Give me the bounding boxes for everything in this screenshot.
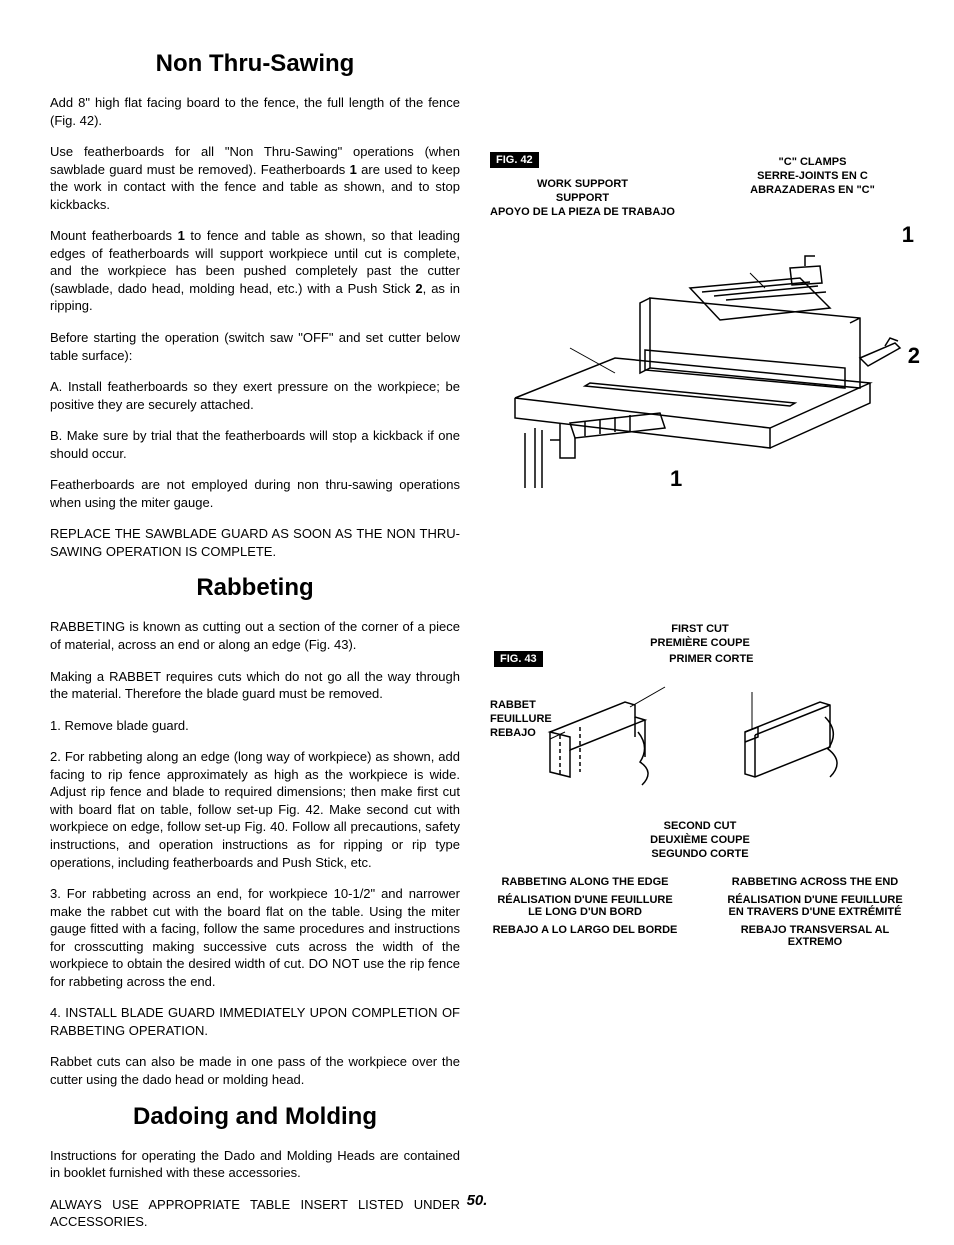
figure-43: FIRST CUT PREMIÈRE COUPE FIG. 43 PRIMER …: [490, 623, 910, 950]
caption: RABBETING ALONG THE EDGE: [490, 876, 680, 888]
fig43-top-labels: FIRST CUT PREMIÈRE COUPE FIG. 43 PRIMER …: [490, 623, 910, 667]
bold-num: 1: [350, 162, 357, 177]
para: RABBETING is known as cutting out a sect…: [50, 618, 460, 653]
caption: SEGUNDO CORTE: [490, 848, 910, 860]
caption: ABRAZADERAS EN "C": [715, 184, 910, 196]
heading-dadoing: Dadoing and Molding: [50, 1103, 460, 1131]
heading-non-thru-sawing: Non Thru-Sawing: [50, 50, 460, 78]
para: 1. Remove blade guard.: [50, 717, 460, 735]
caption: SERRE-JOINTS EN C: [715, 170, 910, 182]
caption: PREMIÈRE COUPE: [490, 637, 910, 649]
caption: APOYO DE LA PIEZA DE TRABAJO: [490, 206, 675, 218]
para: Rabbet cuts can also be made in one pass…: [50, 1053, 460, 1088]
fig42-svg: [490, 228, 910, 498]
fig43-end-captions: RABBETING ACROSS THE END RÉALISATION D'U…: [720, 874, 910, 950]
caption: RÉALISATION D'UNE FEUILLURE EN TRAVERS D…: [720, 894, 910, 918]
callout-1: 1: [902, 222, 914, 248]
para: Use featherboards for all "Non Thru-Sawi…: [50, 143, 460, 213]
para: Mount featherboards 1 to fence and table…: [50, 227, 460, 315]
right-column: FIG. 42 WORK SUPPORT SUPPORT APOYO DE LA…: [490, 50, 910, 1245]
callout-1b: 1: [670, 466, 682, 492]
para: Add 8" high flat facing board to the fen…: [50, 94, 460, 129]
para: B. Make sure by trial that the featherbo…: [50, 427, 460, 462]
bold-num: 2: [415, 281, 422, 296]
callout-2: 2: [908, 343, 920, 369]
para: Before starting the operation (switch sa…: [50, 329, 460, 364]
fig43-subcaptions: RABBETING ALONG THE EDGE RÉALISATION D'U…: [490, 874, 910, 950]
caption: REBAJO TRANSVERSAL AL EXTREMO: [720, 924, 910, 948]
page: Non Thru-Sawing Add 8" high flat facing …: [0, 0, 954, 1235]
caption: RABBETING ACROSS THE END: [720, 876, 910, 888]
para: 4. INSTALL BLADE GUARD IMMEDIATELY UPON …: [50, 1004, 460, 1039]
fig43-bottom-labels: SECOND CUT DEUXIÈME COUPE SEGUNDO CORTE: [490, 820, 910, 860]
caption: WORK SUPPORT: [490, 178, 675, 190]
text: Mount featherboards: [50, 228, 178, 243]
caption: FIRST CUT: [490, 623, 910, 635]
caption: FEUILLURE: [490, 713, 552, 725]
caption: SUPPORT: [490, 192, 675, 204]
caption: PRIMER CORTE: [513, 653, 910, 665]
caption: REBAJO: [490, 727, 552, 739]
fig42-label: FIG. 42: [490, 152, 539, 168]
fig43-svg: [490, 677, 910, 807]
caption: RABBET: [490, 699, 552, 711]
fig43-edge-captions: RABBETING ALONG THE EDGE RÉALISATION D'U…: [490, 874, 680, 950]
para: Making a RABBET requires cuts which do n…: [50, 668, 460, 703]
para: 2. For rabbeting along an edge (long way…: [50, 748, 460, 871]
caption: RÉALISATION D'UNE FEUILLURE LE LONG D'UN…: [490, 894, 680, 918]
caption: "C" CLAMPS: [715, 156, 910, 168]
two-column-layout: Non Thru-Sawing Add 8" high flat facing …: [50, 50, 904, 1245]
fig43-left-labels: RABBET FEUILLURE REBAJO: [490, 697, 552, 741]
para: Featherboards are not employed during no…: [50, 476, 460, 511]
para: Instructions for operating the Dado and …: [50, 1147, 460, 1182]
caption: REBAJO A LO LARGO DEL BORDE: [490, 924, 680, 936]
caption: SECOND CUT: [490, 820, 910, 832]
fig43-drawing: [490, 677, 910, 812]
para: 3. For rabbeting across an end, for work…: [50, 885, 460, 990]
figure-42: FIG. 42 WORK SUPPORT SUPPORT APOYO DE LA…: [490, 150, 910, 503]
para: REPLACE THE SAWBLADE GUARD AS SOON AS TH…: [50, 525, 460, 560]
page-number: 50.: [0, 1192, 954, 1209]
heading-rabbeting: Rabbeting: [50, 574, 460, 602]
bold-num: 1: [178, 228, 185, 243]
caption: DEUXIÈME COUPE: [490, 834, 910, 846]
para: A. Install featherboards so they exert p…: [50, 378, 460, 413]
left-column: Non Thru-Sawing Add 8" high flat facing …: [50, 50, 460, 1245]
fig42-drawing: 1 2 1: [490, 228, 910, 503]
fig42-header: FIG. 42 WORK SUPPORT SUPPORT APOYO DE LA…: [490, 150, 910, 220]
